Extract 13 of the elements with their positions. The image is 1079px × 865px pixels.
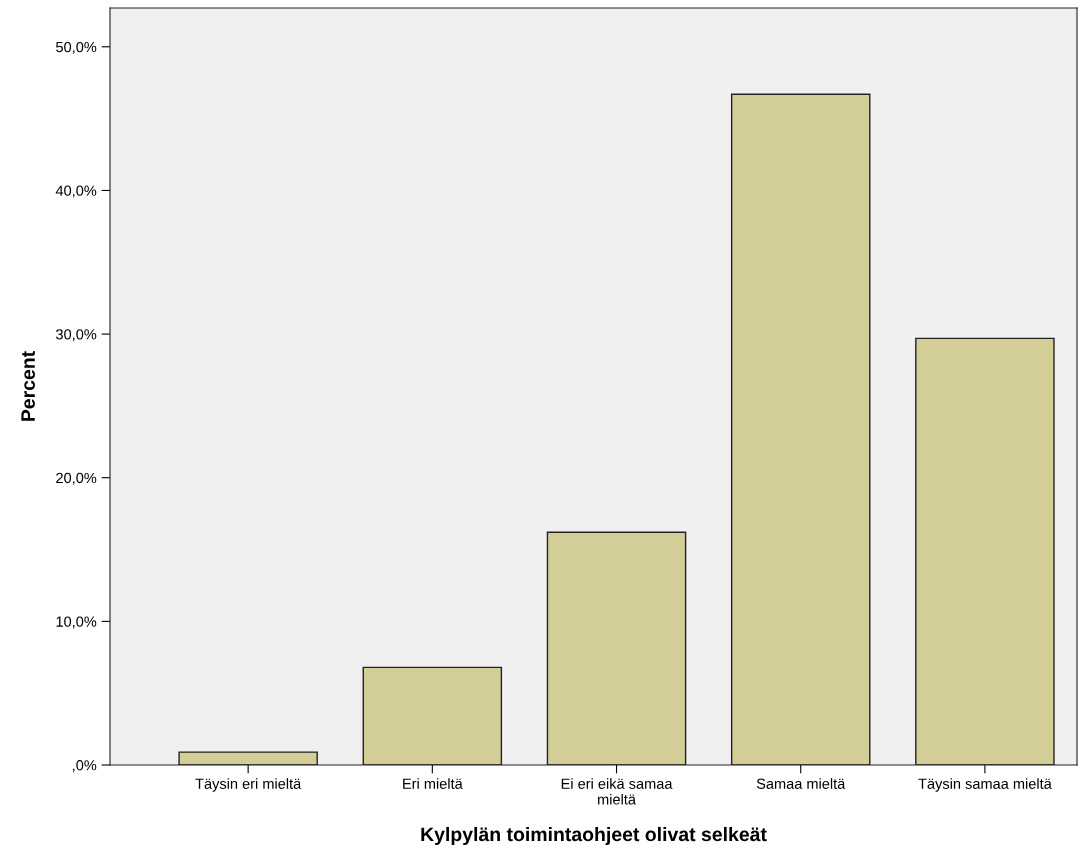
y-tick-label: 20,0% (56, 472, 97, 485)
x-tick-label: Samaa mieltä (756, 778, 846, 789)
y-tick-label: ,0% (72, 760, 97, 773)
x-tick-label: Täysin samaa mieltä (918, 778, 1052, 792)
y-axis-title: Percent (21, 351, 35, 421)
y-tick-label: 40,0% (55, 185, 97, 198)
x-axis-title: Kylpylän toimintaohjeet olivat selkeät (421, 826, 767, 846)
x-tick-label: Ei eri eikä samaa mieltä (561, 778, 673, 805)
y-tick-label: 50,0% (56, 41, 97, 54)
y-tick-label: 10,0% (56, 616, 97, 629)
x-tick-label: Eri mieltä (403, 778, 463, 789)
x-tick-label: Täysin eri mieltä (195, 778, 302, 792)
y-tick-label: 30,0% (56, 329, 97, 342)
